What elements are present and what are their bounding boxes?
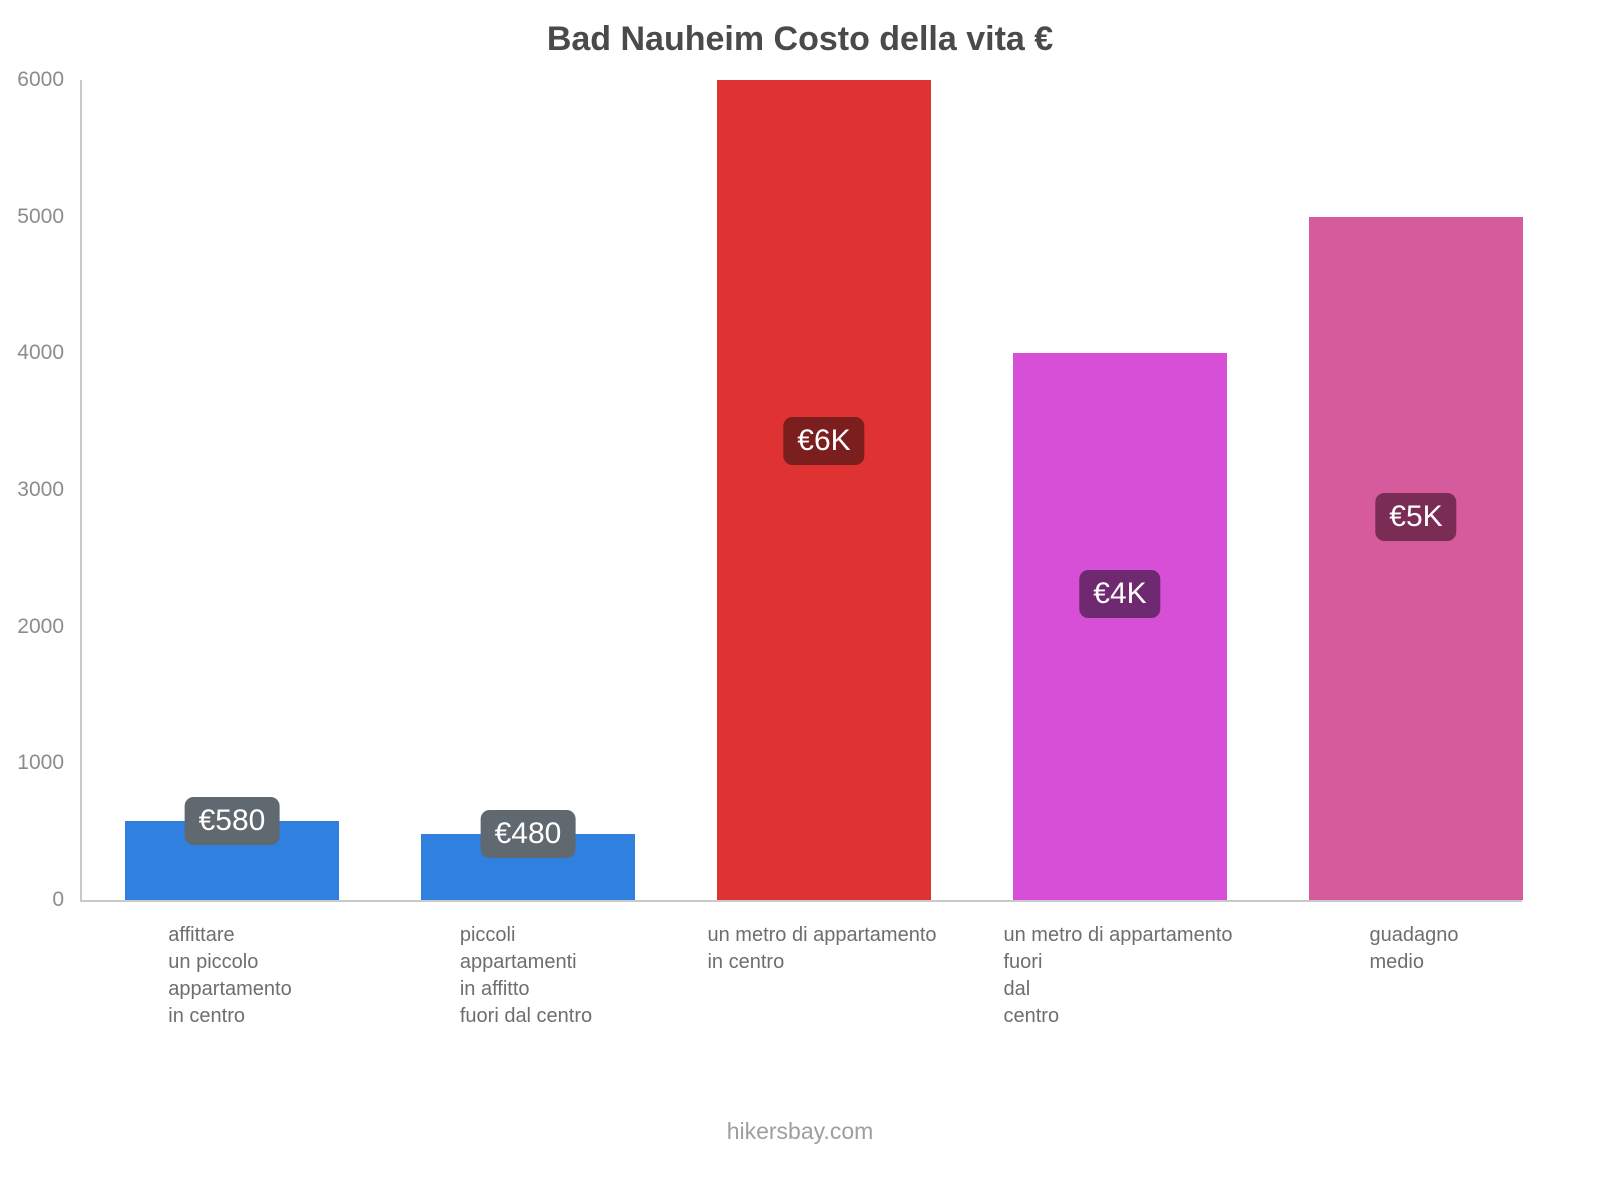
x-axis-label-1: affittare un piccolo appartamento in centro	[168, 924, 292, 1027]
value-badge-2: €480	[480, 810, 576, 859]
bar-4	[1013, 353, 1227, 900]
bar-5	[1309, 216, 1523, 900]
footer-watermark: hikersbay.com	[726, 1118, 874, 1144]
x-axis-label-4: un metro di appartamento fuori dal centro	[1003, 924, 1233, 1027]
x-axis-label-2: piccoli appartamenti in affitto fuori dal c…	[459, 924, 593, 1027]
y-tick-label: 2000	[17, 614, 64, 638]
bar-3	[717, 80, 931, 900]
y-tick-label: 6000	[17, 68, 64, 91]
plot-area: €580 €480 €6K €4K €5K	[80, 80, 1523, 902]
value-badge-1: €580	[184, 796, 280, 845]
y-tick-label: 4000	[17, 341, 64, 365]
value-badge-5: €5K	[1375, 493, 1457, 542]
y-tick-label: 3000	[17, 478, 64, 501]
chart-title: Bad Nauheim Costo della vita €	[546, 20, 1054, 58]
y-tick-label: 1000	[17, 751, 64, 775]
x-axis-labels: affittare un piccolo appartamento in centro…	[80, 922, 1520, 1052]
x-axis-label-3: un metro di appartamento in centro	[707, 924, 937, 973]
y-axis: 0 1000 2000 3000 4000 5000 6000	[0, 68, 72, 911]
x-axis-label-5: guadagno medio	[1369, 924, 1459, 973]
y-tick-label: 5000	[17, 204, 64, 228]
value-badge-4: €4K	[1079, 569, 1161, 618]
y-tick-label: 0	[52, 888, 64, 911]
value-badge-3: €6K	[783, 416, 865, 465]
